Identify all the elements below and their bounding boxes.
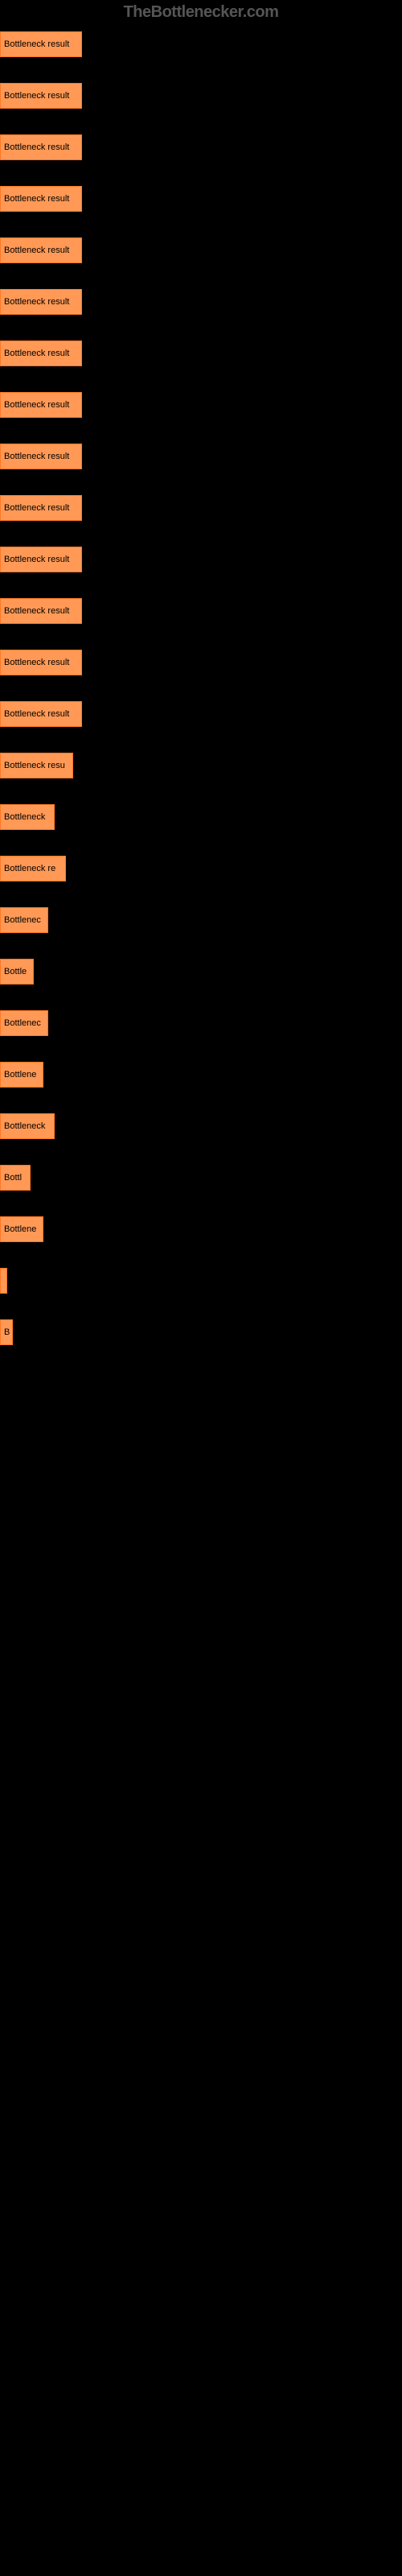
bar-row: Bottlene (0, 1062, 402, 1088)
bar-row: B (0, 1319, 402, 1345)
bar: Bottlenec (0, 907, 48, 933)
bar-label: B (4, 1327, 10, 1337)
bar: Bottleneck resu (0, 753, 73, 778)
bar: Bottl (0, 1165, 31, 1191)
bar-row: Bottleneck result (0, 31, 402, 57)
bar: Bottlene (0, 1216, 43, 1242)
bar: Bottlene (0, 1062, 43, 1088)
bar (0, 1268, 7, 1294)
bar-row: Bottleneck result (0, 650, 402, 675)
bar: Bottleneck result (0, 186, 82, 212)
bar: Bottleneck result (0, 547, 82, 572)
bar-row: Bottleneck (0, 1113, 402, 1139)
bar-row: Bottleneck (0, 804, 402, 830)
bar-label: Bottleneck result (4, 142, 69, 152)
chart-container: Bottleneck result Bottleneck result Bottle… (0, 25, 402, 1377)
bar-row: Bottlenec (0, 907, 402, 933)
bar: Bottle (0, 959, 34, 985)
bar-label: Bottleneck result (4, 246, 69, 255)
bar-row (0, 1268, 402, 1294)
bar-label: Bottleneck result (4, 349, 69, 358)
bar: Bottleneck result (0, 83, 82, 109)
bar: Bottleneck result (0, 31, 82, 57)
bar-row: Bottleneck result (0, 392, 402, 418)
bar-row: Bottlenec (0, 1010, 402, 1036)
bar-row: Bottleneck resu (0, 753, 402, 778)
bar-label: Bottlene (4, 1070, 36, 1080)
bar-label: Bottleneck (4, 812, 45, 822)
bar-row: Bottleneck result (0, 83, 402, 109)
bar-label: Bottleneck re (4, 864, 55, 873)
bar-label: Bottleneck result (4, 658, 69, 667)
bar: Bottleneck (0, 804, 55, 830)
bar-label: Bottleneck result (4, 503, 69, 513)
bar-label: Bottleneck result (4, 555, 69, 564)
bar-row: Bottleneck re (0, 856, 402, 881)
bar: Bottleneck result (0, 598, 82, 624)
bar-row: Bottleneck result (0, 444, 402, 469)
bar: Bottleneck result (0, 495, 82, 521)
bar: Bottleneck result (0, 701, 82, 727)
bar-label: Bottlenec (4, 915, 41, 925)
bar-row: Bottle (0, 959, 402, 985)
bar-row: Bottleneck result (0, 598, 402, 624)
bar: Bottleneck result (0, 341, 82, 366)
bar: B (0, 1319, 13, 1345)
bar-label: Bottleneck result (4, 91, 69, 101)
bar-row: Bottleneck result (0, 701, 402, 727)
bar-label: Bottleneck (4, 1121, 45, 1131)
bar-label: Bottleneck result (4, 709, 69, 719)
bar: Bottleneck result (0, 444, 82, 469)
bar-label: Bottleneck result (4, 606, 69, 616)
bar: Bottleneck result (0, 289, 82, 315)
bar-row: Bottl (0, 1165, 402, 1191)
bar-label: Bottl (4, 1173, 22, 1183)
bar-label: Bottlenec (4, 1018, 41, 1028)
bar-row: Bottleneck result (0, 134, 402, 160)
bar-row: Bottleneck result (0, 341, 402, 366)
bar-row: Bottleneck result (0, 289, 402, 315)
bar-label: Bottleneck result (4, 194, 69, 204)
bar: Bottleneck result (0, 134, 82, 160)
bar-row: Bottleneck result (0, 495, 402, 521)
bar-label: Bottleneck result (4, 400, 69, 410)
bar: Bottleneck (0, 1113, 55, 1139)
bar: Bottleneck result (0, 392, 82, 418)
bar-row: Bottleneck result (0, 237, 402, 263)
bar-label: Bottleneck result (4, 452, 69, 461)
bar-row: Bottleneck result (0, 186, 402, 212)
bar-label: Bottleneck resu (4, 761, 65, 770)
bar-label: Bottleneck result (4, 297, 69, 307)
bar-label: Bottle (4, 967, 27, 976)
bar: Bottleneck re (0, 856, 66, 881)
bar: Bottleneck result (0, 650, 82, 675)
logo-text: TheBottlenecker.com (0, 0, 402, 25)
bar-row: Bottleneck result (0, 547, 402, 572)
bar-row: Bottlene (0, 1216, 402, 1242)
bar-label: Bottlene (4, 1224, 36, 1234)
bar: Bottleneck result (0, 237, 82, 263)
bar-label: Bottleneck result (4, 39, 69, 49)
bar: Bottlenec (0, 1010, 48, 1036)
